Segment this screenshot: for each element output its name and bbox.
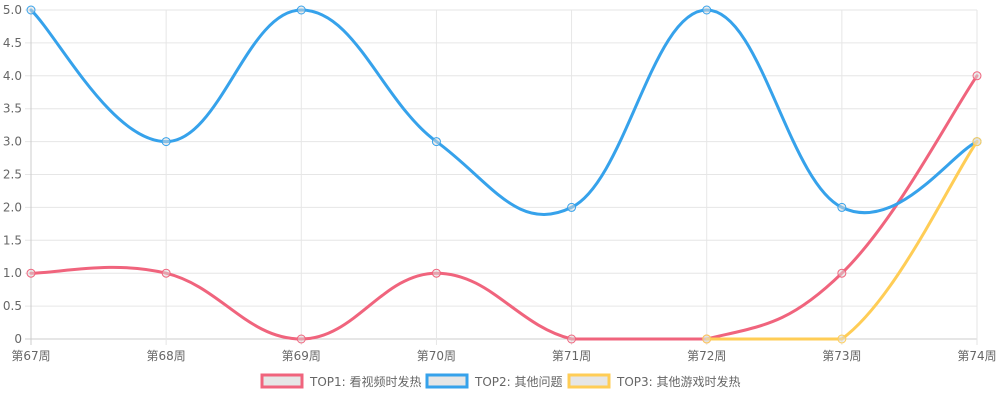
x-tick-label: 第74周	[957, 349, 996, 363]
legend-swatch	[425, 373, 469, 389]
data-point	[296, 5, 306, 15]
data-point	[837, 202, 847, 212]
data-point	[26, 5, 36, 15]
data-point	[972, 137, 982, 147]
data-point	[702, 5, 712, 15]
y-tick-label: 3.0	[3, 135, 22, 149]
y-tick-label: 3.5	[3, 102, 22, 116]
data-point	[837, 334, 847, 344]
data-point	[431, 268, 441, 278]
data-point	[161, 268, 171, 278]
y-tick-label: 1.0	[3, 266, 22, 280]
series-line-3	[705, 140, 979, 341]
x-tick-label: 第72周	[687, 349, 726, 363]
x-tick-label: 第68周	[147, 349, 186, 363]
x-axis-ticks: 第67周 第68周 第69周 第70周 第71周 第72周 第73周 第74周	[11, 349, 996, 363]
series-line-2	[29, 8, 979, 216]
data-point	[431, 137, 441, 147]
y-tick-label: 1.5	[3, 233, 22, 247]
data-point	[161, 137, 171, 147]
y-tick-label: 4.5	[3, 36, 22, 50]
legend-label: TOP2: 其他问题	[474, 375, 563, 389]
x-tick-label: 第69周	[282, 349, 321, 363]
data-point	[296, 334, 306, 344]
y-tick-label: 5.0	[3, 3, 22, 17]
y-tick-label: 0	[14, 332, 22, 346]
data-point	[567, 202, 577, 212]
series-lines	[26, 5, 982, 344]
legend-swatch	[567, 373, 611, 389]
x-tick-label: 第67周	[11, 349, 50, 363]
data-point	[837, 268, 847, 278]
legend-label: TOP3: 其他游戏时发热	[616, 374, 741, 389]
legend-label: TOP1: 看视频时发热	[309, 374, 422, 389]
data-point	[567, 334, 577, 344]
grid-lines	[25, 9, 978, 345]
x-tick-label: 第70周	[417, 349, 456, 363]
legend: TOP1: 看视频时发热 TOP2: 其他问题 TOP3: 其他游戏时发热	[260, 373, 741, 389]
legend-swatch	[260, 373, 304, 389]
data-point	[702, 334, 712, 344]
x-tick-label: 第73周	[822, 349, 861, 363]
x-tick-label: 第71周	[552, 349, 591, 363]
y-tick-label: 2.5	[3, 168, 22, 182]
data-point	[972, 71, 982, 81]
y-tick-label: 2.0	[3, 200, 22, 214]
data-point	[26, 268, 36, 278]
y-tick-label: 4.0	[3, 69, 22, 83]
y-axis-ticks: 0 0.5 1.0 1.5 2.0 2.5 3.0 3.5 4.0 4.5 5.0	[3, 3, 22, 346]
y-tick-label: 0.5	[3, 299, 22, 313]
